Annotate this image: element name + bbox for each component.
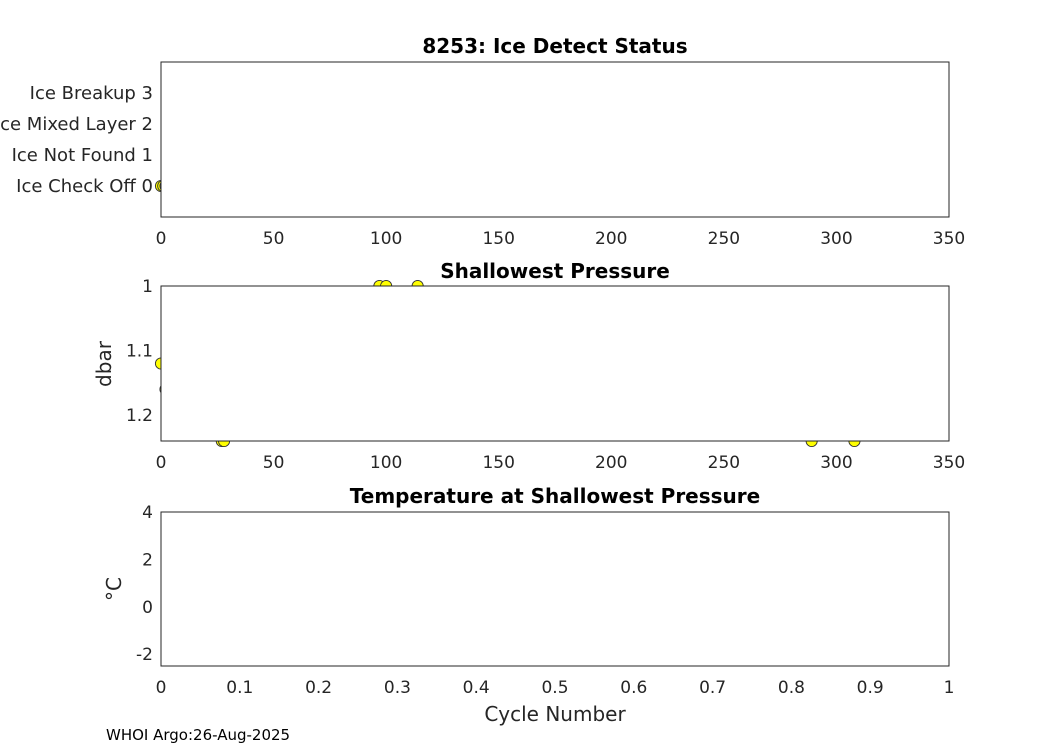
temperature-ytick-label: 0 xyxy=(142,598,153,618)
shallowest-pressure-panel: 0 50 100 150 200 250 300 350 1 1.1 1.2 Shallowest … xyxy=(92,259,965,473)
pressure-ytick-label: 1 xyxy=(142,277,153,297)
pressure-xtick-label: 100 xyxy=(370,453,402,473)
ice-detect-xtick-label: 150 xyxy=(482,229,514,249)
ice-detect-status-panel: 0 50 100 150 200 250 300 350 Ice Check Off 0 Ice … xyxy=(0,34,965,249)
temperature-xtick-label: 0.9 xyxy=(857,678,884,698)
temperature-plot-area xyxy=(160,511,950,667)
cycle-number-xlabel: Cycle Number xyxy=(484,702,626,726)
ice-detect-xtick-label: 50 xyxy=(263,229,285,249)
pressure-ytick-label: 1.2 xyxy=(126,406,153,426)
temperature-xtick-label: 1 xyxy=(944,678,955,698)
temperature-xtick-label: 0.5 xyxy=(541,678,568,698)
temperature-xtick-label: 0.2 xyxy=(305,678,332,698)
temperature-ytick-label: -2 xyxy=(136,645,153,665)
ice-detect-xtick-label: 0 xyxy=(156,229,167,249)
pressure-ylabel: dbar xyxy=(92,340,116,387)
pressure-title: Shallowest Pressure xyxy=(440,259,670,283)
ice-detect-xtick-label: 300 xyxy=(820,229,852,249)
temperature-xtick-label: 0.7 xyxy=(699,678,726,698)
pressure-xtick-label: 250 xyxy=(708,453,740,473)
ice-detect-xtick-label: 250 xyxy=(708,229,740,249)
ice-detect-xtick-label: 350 xyxy=(933,229,965,249)
ice-detect-plot-area xyxy=(160,61,950,218)
pressure-xtick-label: 350 xyxy=(933,453,965,473)
ice-detect-title: 8253: Ice Detect Status xyxy=(422,34,687,58)
temperature-ytick-label: 2 xyxy=(142,550,153,570)
footer-credit: WHOI Argo:26-Aug-2025 xyxy=(106,726,291,744)
pressure-xtick-label: 50 xyxy=(263,453,285,473)
ice-detect-xtick-label: 200 xyxy=(595,229,627,249)
temperature-xtick-label: 0 xyxy=(156,678,167,698)
ice-detect-xtick-label: 100 xyxy=(370,229,402,249)
temperature-xtick-label: 0.8 xyxy=(778,678,805,698)
temperature-ytick-label: 4 xyxy=(142,503,153,523)
ice-detect-ytick-label: Ice Not Found 1 xyxy=(12,145,153,166)
pressure-plot-area xyxy=(160,285,950,442)
pressure-ytick-label: 1.1 xyxy=(126,342,153,362)
temperature-xtick-label: 0.3 xyxy=(384,678,411,698)
pressure-xtick-label: 200 xyxy=(595,453,627,473)
ice-detect-ytick-label: Ice Breakup 3 xyxy=(30,83,153,104)
temperature-xtick-label: 0.4 xyxy=(463,678,490,698)
pressure-xtick-label: 150 xyxy=(482,453,514,473)
temperature-ylabel: °C xyxy=(102,577,126,601)
ice-detect-ticks: 0 50 100 150 200 250 300 350 Ice Check Off 0 Ice … xyxy=(0,62,965,249)
pressure-xtick-label: 0 xyxy=(156,453,167,473)
ice-detect-ytick-label: Ice Check Off 0 xyxy=(16,176,153,197)
temperature-xtick-label: 0.6 xyxy=(620,678,647,698)
pressure-xtick-label: 300 xyxy=(820,453,852,473)
temperature-xtick-label: 0.1 xyxy=(226,678,253,698)
ice-detect-ytick-label: Ice Mixed Layer 2 xyxy=(0,114,153,135)
temperature-title: Temperature at Shallowest Pressure xyxy=(350,484,760,508)
